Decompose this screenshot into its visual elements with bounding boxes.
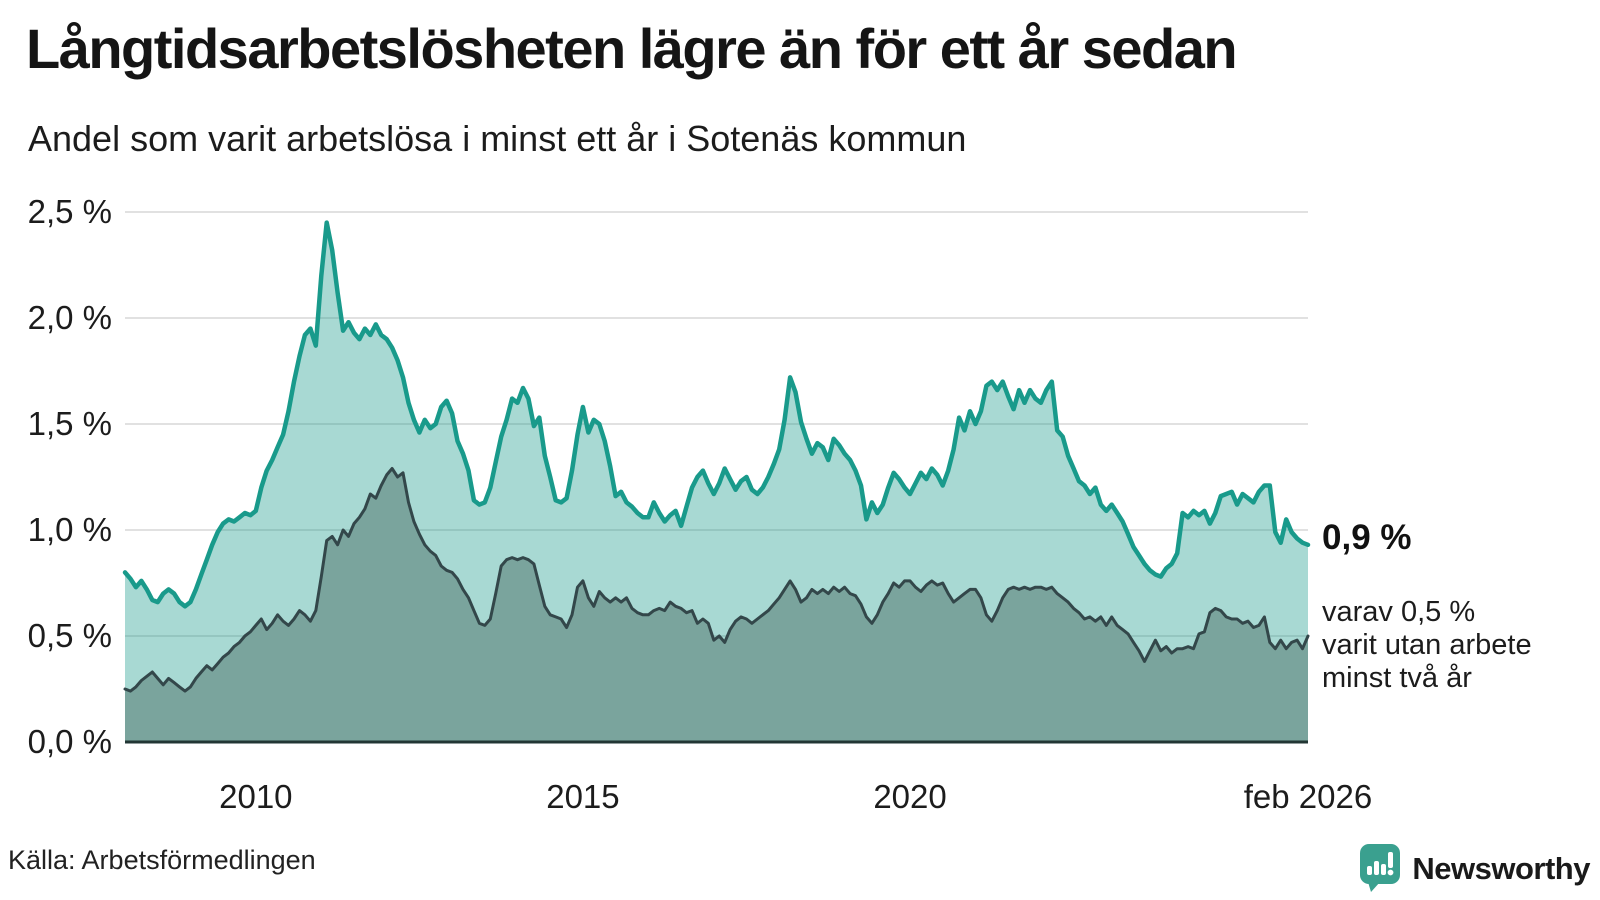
annotation-line: varav 0,5 % [1322, 596, 1476, 628]
y-axis-label: 1,0 % [27, 511, 112, 548]
brand-logo: Newsworthy [1358, 840, 1590, 897]
annotation-line: varit utan arbete [1322, 629, 1532, 661]
newsworthy-icon [1358, 840, 1402, 897]
y-axis-label: 0,5 % [27, 617, 112, 654]
y-axis-label: 0,0 % [27, 723, 112, 760]
brand-name: Newsworthy [1412, 850, 1590, 886]
y-axis-label: 1,5 % [27, 405, 112, 442]
annotation-line: minst två år [1322, 662, 1472, 694]
source-note: Källa: Arbetsförmedlingen [8, 845, 316, 875]
page-subtitle: Andel som varit arbetslösa i minst ett å… [28, 118, 967, 159]
x-axis-label: 2015 [546, 778, 620, 815]
line-series-0 [122, 220, 1311, 609]
secondary-annotation: varav 0,5 % varit utan arbete minst två … [1322, 596, 1532, 695]
y-axis-label: 2,5 % [27, 193, 112, 230]
y-axis-label: 2,0 % [27, 299, 112, 336]
x-axis-label: 2020 [873, 778, 947, 815]
x-axis-label: feb 2026 [1243, 778, 1373, 815]
page-title: Långtidsarbetslösheten lägre än för ett … [26, 17, 1238, 80]
x-axis-label: 2010 [219, 778, 293, 815]
line-series-1 [123, 467, 1310, 693]
end-value-annotation: 0,9 % [1322, 518, 1412, 557]
